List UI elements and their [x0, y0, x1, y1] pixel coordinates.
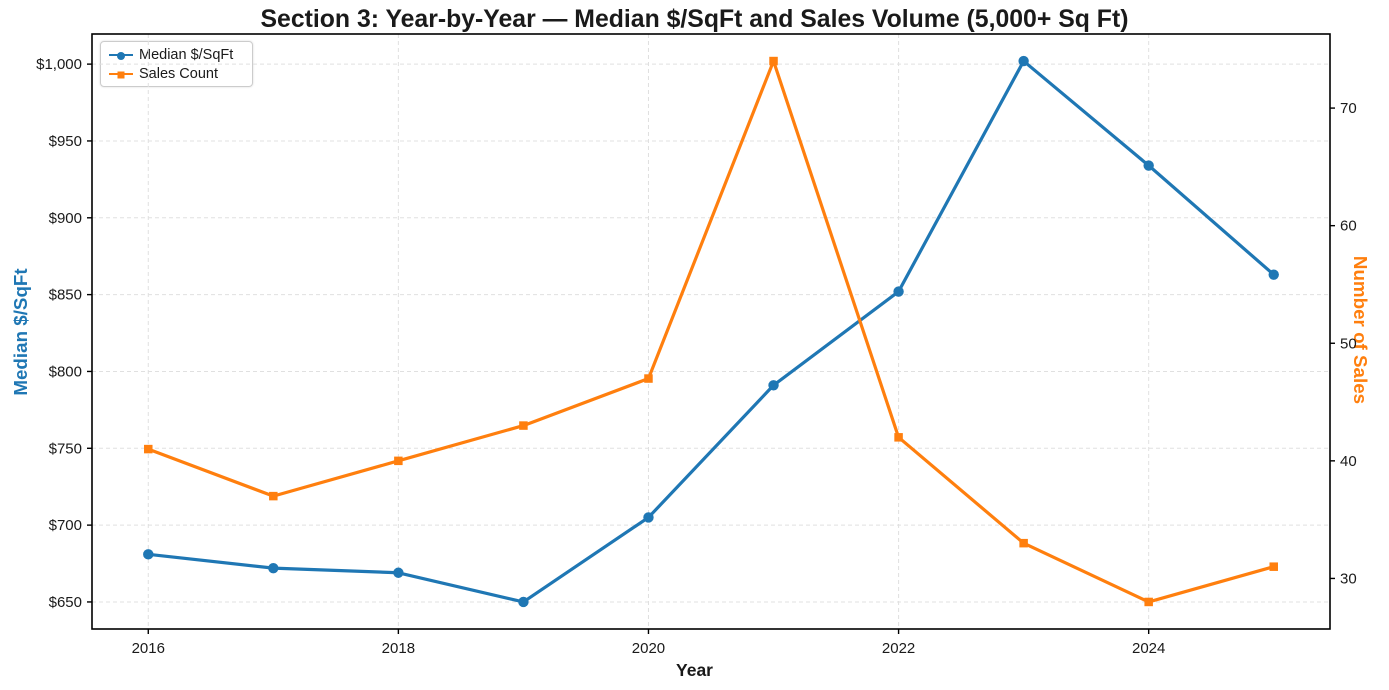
- svg-text:$800: $800: [49, 363, 82, 380]
- svg-text:70: 70: [1340, 100, 1357, 117]
- svg-text:$650: $650: [49, 594, 82, 611]
- svg-text:30: 30: [1340, 570, 1357, 587]
- svg-text:$750: $750: [49, 440, 82, 457]
- svg-text:40: 40: [1340, 453, 1357, 470]
- svg-text:60: 60: [1340, 218, 1357, 235]
- svg-text:$950: $950: [49, 133, 82, 150]
- svg-text:$700: $700: [49, 517, 82, 534]
- svg-text:2018: 2018: [382, 640, 415, 657]
- svg-text:$900: $900: [49, 210, 82, 227]
- svg-text:2022: 2022: [882, 640, 915, 657]
- svg-text:$850: $850: [49, 287, 82, 304]
- svg-text:$1,000: $1,000: [36, 56, 82, 73]
- svg-text:2024: 2024: [1132, 640, 1165, 657]
- svg-text:50: 50: [1340, 335, 1357, 352]
- svg-text:2016: 2016: [132, 640, 165, 657]
- svg-text:2020: 2020: [632, 640, 665, 657]
